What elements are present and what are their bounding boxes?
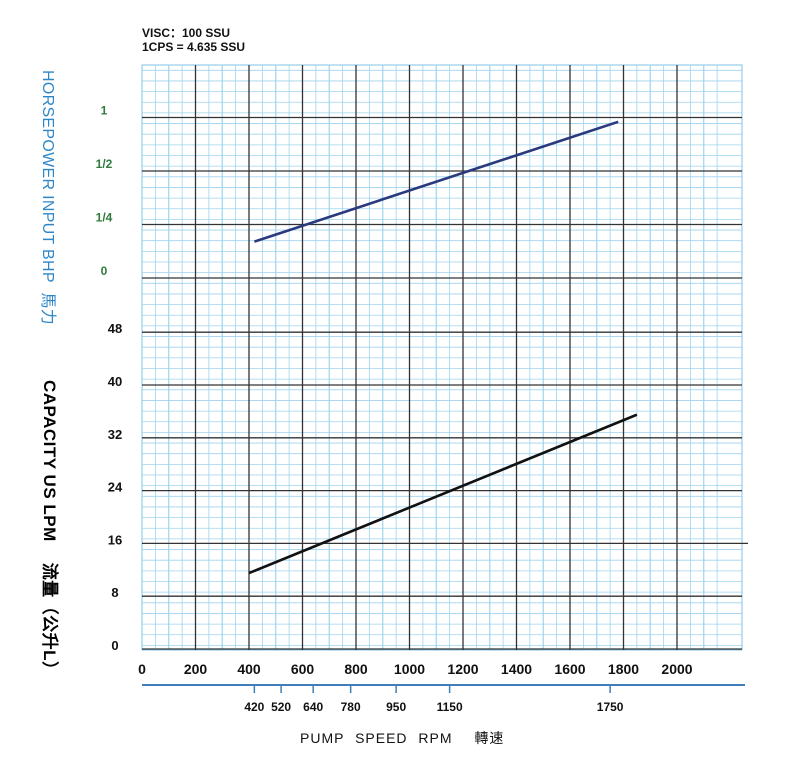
capacity-tick-label: 8 <box>111 585 118 600</box>
capacity-tick-label: 24 <box>108 480 123 495</box>
x-tick-label: 600 <box>291 661 315 677</box>
chart-tick-labels: 1 1/2 1/4 0 0 8 16 24 32 40 48 0 200 400 600 800 1000 120… <box>96 104 745 714</box>
capacity-tick-label: 48 <box>108 321 122 336</box>
hp-tick-label: 1/2 <box>96 157 113 171</box>
x-tick-label: 1400 <box>501 661 532 677</box>
x-tick-label: 200 <box>184 661 208 677</box>
capacity-tick-label: 16 <box>108 532 122 547</box>
viscosity-note: VISC：100 SSU <box>142 26 231 40</box>
hp-tick-label: 1/4 <box>96 211 113 225</box>
secondary-rpm-tick-label: 640 <box>303 700 323 714</box>
x-tick-label: 1800 <box>608 661 639 677</box>
secondary-rpm-tick-label: 420 <box>244 700 264 714</box>
capacity-curve <box>248 413 638 575</box>
cps-conversion-note: 1CPS = 4.635 SSU <box>142 40 246 54</box>
chart-series <box>248 120 638 575</box>
x-axis-label: PUMP SPEED RPM <box>300 730 453 746</box>
x-tick-label: 800 <box>344 661 368 677</box>
hp-tick-label: 0 <box>101 264 108 278</box>
horsepower-curve <box>253 120 619 243</box>
secondary-rpm-tick-label: 950 <box>386 700 406 714</box>
chart-grid <box>141 64 748 651</box>
x-tick-label: 1200 <box>447 661 478 677</box>
x-axis-title: PUMP SPEED RPM 轉速 <box>300 728 504 748</box>
x-tick-label: 1000 <box>394 661 425 677</box>
hp-tick-label: 1 <box>101 104 108 118</box>
x-tick-label: 400 <box>237 661 261 677</box>
x-tick-label: 0 <box>138 661 146 677</box>
x-tick-label: 2000 <box>661 661 692 677</box>
capacity-tick-label: 40 <box>108 374 122 389</box>
secondary-rpm-tick-label: 520 <box>271 700 291 714</box>
x-axis-label-cn: 轉速 <box>474 730 505 746</box>
secondary-rpm-tick-label: 1750 <box>597 700 624 714</box>
secondary-rpm-tick-label: 780 <box>341 700 361 714</box>
x-tick-label: 1600 <box>554 661 585 677</box>
secondary-rpm-tick-label: 1150 <box>437 700 463 714</box>
capacity-tick-label: 0 <box>111 638 118 653</box>
capacity-tick-label: 32 <box>108 427 122 442</box>
